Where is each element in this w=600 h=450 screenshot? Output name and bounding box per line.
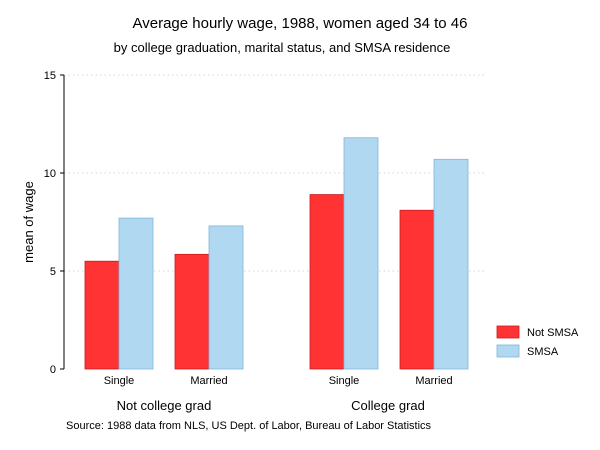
bar-smsa	[118, 217, 154, 370]
bar-smsa	[208, 225, 244, 370]
x-category-label: Married	[415, 375, 452, 387]
x-category-label: Single	[329, 375, 360, 387]
y-tick-label: 10	[44, 168, 56, 180]
y-axis-label: mean of wage	[21, 181, 36, 263]
y-axis-ticks: 0 5 10 15	[44, 70, 64, 376]
y-tick-label: 15	[44, 70, 56, 82]
x-group-label: College grad	[351, 398, 425, 413]
bar-not-smsa	[174, 253, 210, 370]
legend-label: SMSA	[527, 346, 559, 358]
bar-smsa	[433, 158, 469, 370]
bars	[84, 137, 469, 370]
bar-not-smsa	[84, 260, 120, 370]
bar-not-smsa	[399, 209, 435, 370]
x-category-label: Married	[190, 375, 227, 387]
y-tick-label: 0	[50, 364, 56, 376]
chart-title: Average hourly wage, 1988, women aged 34…	[133, 15, 468, 32]
legend-swatch	[496, 344, 520, 358]
chart-subtitle: by college graduation, marital status, a…	[114, 40, 451, 55]
x-category-label: Single	[104, 375, 135, 387]
legend-label: Not SMSA	[527, 327, 579, 339]
y-tick-label: 5	[50, 266, 56, 278]
bar-not-smsa	[309, 194, 345, 370]
source-note: Source: 1988 data from NLS, US Dept. of …	[66, 420, 432, 432]
bar-smsa	[343, 137, 379, 370]
x-group-label: Not college grad	[117, 398, 212, 413]
legend: Not SMSA SMSA	[496, 325, 579, 358]
x-axis-labels: Single Married Single Married Not college gr…	[104, 375, 453, 413]
legend-swatch	[496, 325, 520, 339]
